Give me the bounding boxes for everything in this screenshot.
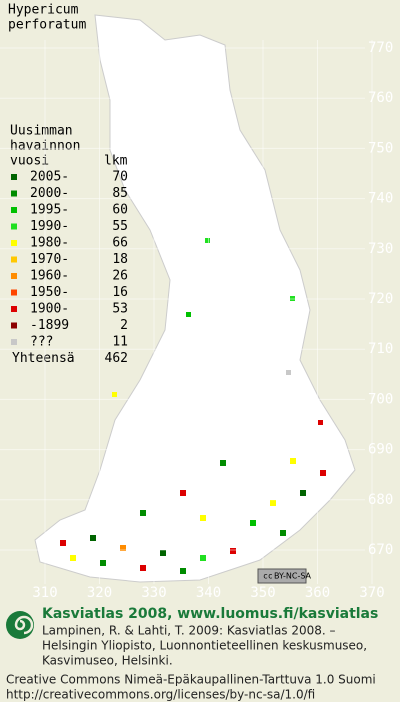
legend-total: 462: [105, 351, 128, 366]
license: http://creativecommons.org/licenses/by-n…: [6, 688, 315, 702]
citation: Lampinen, R. & Lahti, T. 2009: Kasviatla…: [42, 624, 336, 638]
legend-label: 1960-: [30, 269, 69, 284]
grid: 770 760 750 740 730 720 710 700 690 680 670 310 320 3…: [0, 40, 393, 601]
legend-count: 66: [112, 236, 128, 251]
legend-swatch: [11, 306, 17, 312]
legend-swatch: [11, 174, 17, 180]
legend-swatch: [11, 190, 17, 197]
legend-label: 1995-: [30, 203, 69, 218]
legend-swatch: [11, 289, 17, 296]
license-badge: [257, 568, 307, 584]
easting-label: 340: [196, 585, 221, 601]
easting-label: 310: [32, 585, 57, 601]
legend-swatch: [11, 240, 17, 246]
legend-swatch: [11, 273, 17, 279]
legend-label: -1899: [30, 318, 69, 333]
footer-heading: Kasviatlas 2008, www.luomus.fi/kasviatla…: [42, 606, 378, 622]
legend-count: 70: [112, 170, 128, 185]
northing-label: 680: [368, 492, 393, 508]
legend-swatch: [11, 322, 17, 329]
legend-count: 60: [112, 203, 128, 218]
legend-swatch: [11, 223, 17, 230]
citation: Kasvimuseo, Helsinki.: [42, 654, 173, 668]
legend-count: 85: [112, 186, 128, 201]
badge-text: BY-NC-SA: [274, 572, 312, 581]
legend-header: vuosi: [10, 154, 49, 169]
northing-label: 710: [368, 341, 393, 357]
legend-count-header: lkm: [104, 154, 128, 169]
northing-label: 740: [368, 191, 393, 207]
legend-count: 2: [120, 318, 128, 333]
legend-label: 1970-: [30, 252, 69, 267]
legend-label: 1990-: [30, 219, 69, 234]
legend-label: 2000-: [30, 186, 69, 201]
legend-label: 1900-: [30, 302, 69, 317]
title: Hypericum: [8, 3, 79, 18]
citation: Helsingin Yliopisto, Luonnontieteellinen…: [42, 639, 367, 653]
northing-label: 760: [368, 90, 393, 106]
northing-label: 700: [368, 391, 393, 407]
license: Creative Commons Nimeä-Epäkaupallinen-Ta…: [6, 673, 376, 687]
northing-label: 750: [368, 140, 393, 156]
legend-label: 1980-: [30, 236, 69, 251]
northing-label: 670: [368, 542, 393, 558]
legend-header: Uusimman: [10, 124, 73, 139]
northing-label: 770: [368, 40, 393, 56]
legend-label: 1950-: [30, 285, 69, 300]
legend-count: 26: [112, 269, 128, 284]
easting-label: 330: [141, 585, 166, 601]
legend-swatch: [11, 207, 17, 213]
legend-count: 53: [112, 302, 128, 317]
legend-count: 18: [112, 252, 128, 267]
logo: [6, 611, 34, 639]
observation-squares: [60, 238, 326, 574]
badge-cc: cc: [263, 572, 273, 581]
easting-label: 360: [305, 585, 330, 601]
legend-total-label: Yhteensä: [12, 351, 75, 366]
legend-count: 55: [112, 219, 128, 234]
legend: 2005- 70 2000- 85 1995- 60 1990- 55 1980- 66 1970-…: [11, 170, 128, 366]
northing-label: 720: [368, 291, 393, 307]
legend-swatch: [11, 256, 17, 263]
easting-label: 350: [250, 585, 275, 601]
legend-swatch: [11, 339, 17, 345]
legend-count: 16: [112, 285, 128, 300]
easting-label: 370: [359, 585, 384, 601]
legend-label: ???: [30, 335, 53, 350]
title: perforatum: [8, 18, 86, 33]
legend-count: 11: [112, 335, 128, 350]
easting-label: 320: [87, 585, 112, 601]
legend-label: 2005-: [30, 170, 69, 185]
northing-label: 730: [368, 241, 393, 257]
northing-label: 690: [368, 442, 393, 458]
